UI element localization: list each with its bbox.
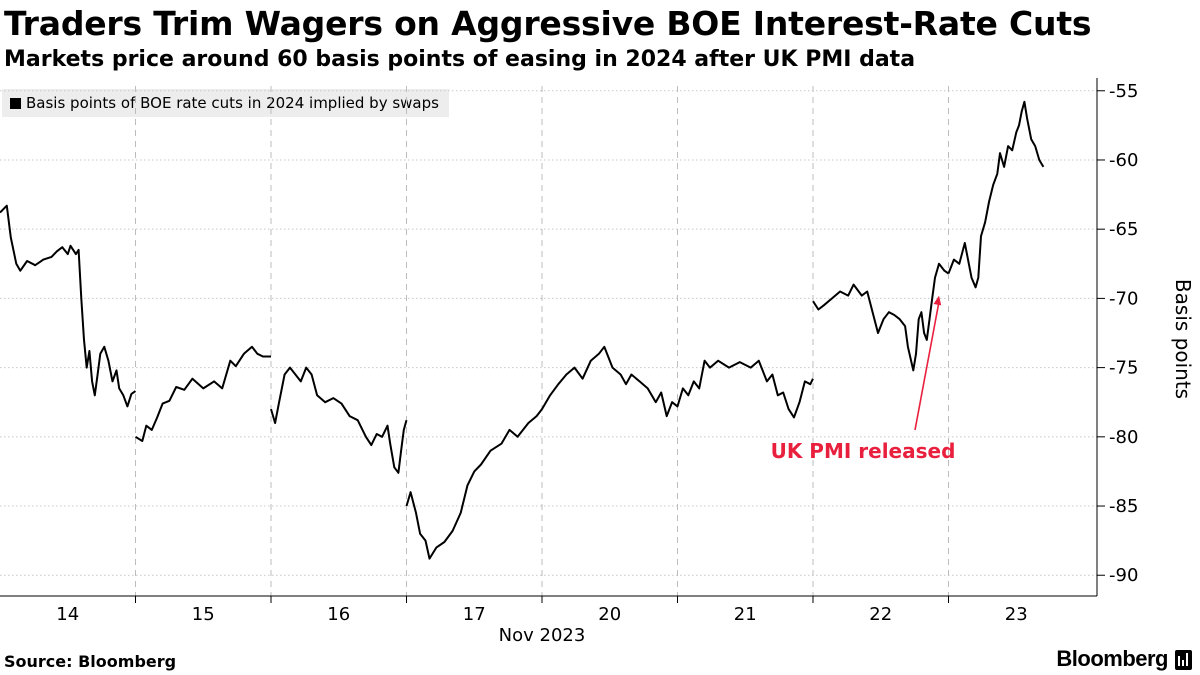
x-tick-label: 14 [56,604,79,625]
y-tick-label: -90 [1109,565,1138,586]
y-tick-label: -70 [1109,288,1138,309]
y-tick-label: -65 [1109,219,1138,240]
legend: Basis points of BOE rate cuts in 2024 im… [2,89,449,117]
x-tick-label: 23 [1005,604,1028,625]
source-note: Source: Bloomberg [4,652,177,671]
x-tick-label: 22 [869,604,892,625]
y-tick-label: -55 [1109,81,1138,102]
series-line-segment [270,366,408,474]
series-line-segment [947,100,1045,289]
annotation-text: UK PMI released [771,439,956,463]
series-line-segment [134,345,271,442]
x-tick-label: 20 [598,604,621,625]
x-tick-label: 17 [463,604,486,625]
brand-logo: Bloomberg [1056,646,1168,671]
y-axis-label: Basis points [1171,278,1195,400]
y-tick-label: -80 [1109,427,1138,448]
annotation-layer: UK PMI released [771,295,956,463]
plot-area [0,100,1045,560]
series-line-segment [812,262,950,372]
annotation-arrow [914,301,940,431]
x-axis: 14 15 16 17 20 21 22 23 Nov 2023 [0,595,1097,646]
series-line-segment [405,345,814,560]
grid-lines [0,86,1097,596]
legend-label: Basis points of BOE rate cuts in 2024 im… [26,94,439,112]
chart-title: Traders Trim Wagers on Aggressive BOE In… [4,4,1092,43]
y-axis: -55 -60 -65 -70 -75 -80 -85 -90 [1096,78,1138,596]
series-line-segment [0,204,137,408]
chart-subtitle: Markets price around 60 basis points of … [4,47,916,72]
x-tick-label: 15 [192,604,215,625]
x-tick-label: 16 [327,604,350,625]
y-tick-label: -75 [1109,358,1138,379]
y-tick-label: -85 [1109,496,1138,517]
legend-swatch [10,97,21,109]
y-tick-label: -60 [1109,150,1138,171]
bloomberg-terminal-icon [1175,650,1192,670]
x-tick-label: 21 [734,604,757,625]
annotation-arrowhead [933,295,942,306]
x-axis-label: Nov 2023 [499,625,586,646]
